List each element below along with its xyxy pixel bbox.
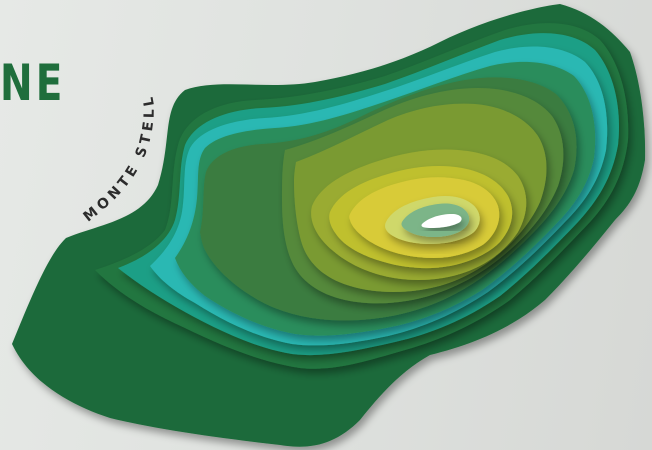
page-title: NE bbox=[0, 54, 66, 112]
curved-label: MONTE STELLA bbox=[0, 0, 158, 225]
peak-marker bbox=[421, 214, 462, 228]
